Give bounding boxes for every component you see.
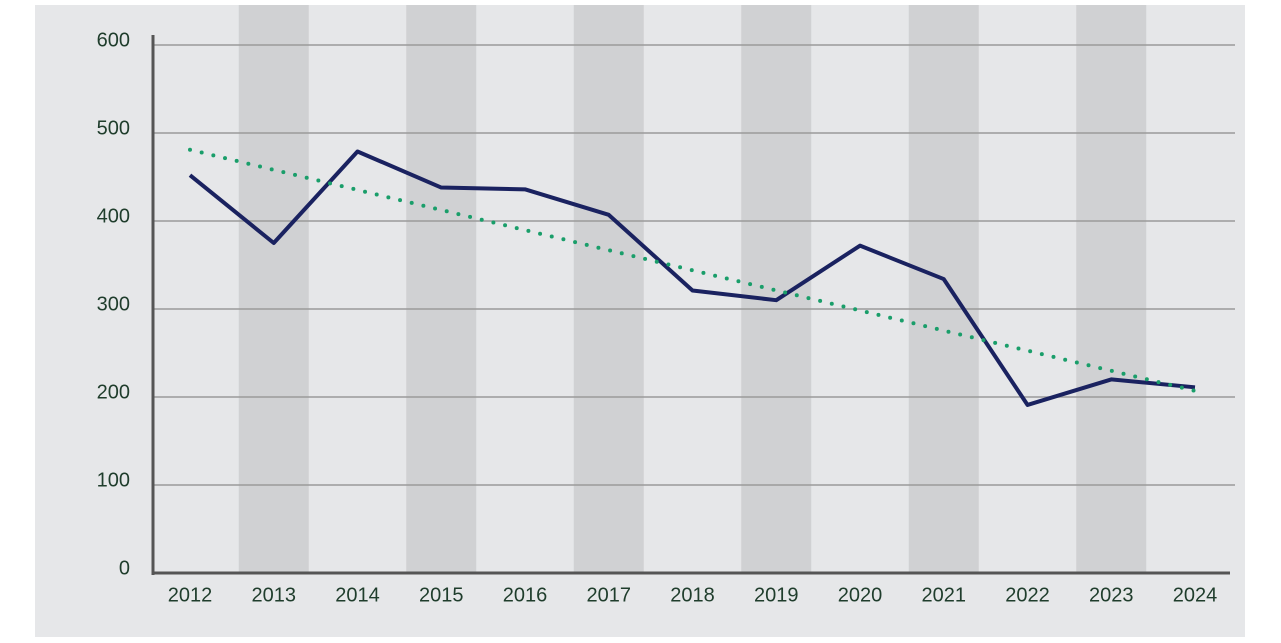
column-band: [741, 5, 812, 573]
column-band: [1076, 5, 1147, 573]
x-tick-label: 2019: [754, 584, 799, 606]
x-tick-label: 2016: [503, 584, 548, 606]
x-tick-label: 2020: [838, 584, 883, 606]
x-tick-label: 2022: [1005, 584, 1050, 606]
y-tick-label: 200: [97, 381, 130, 403]
y-tick-label: 600: [97, 29, 130, 51]
x-tick-label: 2013: [252, 584, 297, 606]
column-band: [573, 5, 644, 573]
x-tick-label: 2015: [419, 584, 464, 606]
column-band: [908, 5, 979, 573]
y-tick-label: 400: [97, 205, 130, 227]
y-tick-label: 100: [97, 469, 130, 491]
y-tick-label: 300: [97, 293, 130, 315]
x-tick-label: 2012: [168, 584, 213, 606]
trend-line: [188, 147, 1197, 393]
x-tick-label: 2014: [335, 584, 380, 606]
x-tick-label: 2023: [1089, 584, 1134, 606]
x-tick-label: 2021: [922, 584, 967, 606]
column-band: [238, 5, 309, 573]
x-tick-label: 2017: [587, 584, 632, 606]
y-tick-label: 500: [97, 117, 130, 139]
column-band: [406, 5, 477, 573]
x-tick-label: 2024: [1173, 584, 1218, 606]
x-tick-label: 2018: [670, 584, 715, 606]
y-tick-label: 0: [119, 557, 130, 579]
data-line: [188, 149, 1196, 407]
